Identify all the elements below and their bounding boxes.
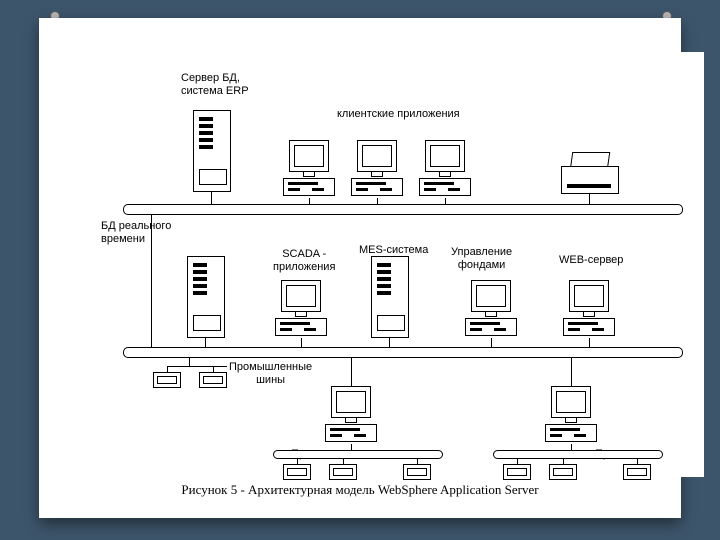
module-icon xyxy=(549,464,577,480)
label-rtdb: БД реальноговремени xyxy=(101,220,171,245)
bottom-bus-left xyxy=(273,450,443,459)
label-mes: MES-система xyxy=(359,244,428,257)
conn-line xyxy=(189,358,190,366)
mid-bus xyxy=(123,347,683,358)
top-bus xyxy=(123,204,683,215)
module-icon xyxy=(403,464,431,480)
module-icon xyxy=(503,464,531,480)
module-icon xyxy=(199,372,227,388)
architecture-diagram: Сервер БД,система ERP клиентские приложе… xyxy=(93,52,704,477)
label-industrial: Промышленныешины xyxy=(229,361,312,386)
conn-line xyxy=(167,366,227,367)
label-scada: SCADA -приложения xyxy=(273,248,335,273)
printer-icon xyxy=(561,152,619,194)
prom-pc-left-icon xyxy=(325,386,377,444)
module-icon xyxy=(153,372,181,388)
erp-server-icon xyxy=(193,110,231,192)
label-erp: Сервер БД,система ERP xyxy=(181,72,249,97)
scada-pc-icon xyxy=(275,280,327,338)
module-icon xyxy=(283,464,311,480)
figure-caption: Рисунок 5 - Архитектурная модель WebSphe… xyxy=(39,482,681,498)
conn-line xyxy=(571,358,572,386)
label-assets: Управлениефондами xyxy=(451,246,512,271)
module-icon xyxy=(329,464,357,480)
web-server-icon xyxy=(563,280,615,338)
conn-line xyxy=(151,215,152,347)
mes-server-icon xyxy=(371,256,409,338)
conn-line xyxy=(351,358,352,386)
paper-card: Сервер БД,система ERP клиентские приложе… xyxy=(39,18,681,518)
label-web: WEB-сервер xyxy=(559,254,623,267)
assets-pc-icon xyxy=(465,280,517,338)
prom-pc-right-icon xyxy=(545,386,597,444)
rtdb-server-icon xyxy=(187,256,225,338)
label-clients: клиентские приложения xyxy=(337,108,460,121)
client-pc-3-icon xyxy=(419,140,471,198)
client-pc-1-icon xyxy=(283,140,335,198)
bottom-bus-right xyxy=(493,450,663,459)
client-pc-2-icon xyxy=(351,140,403,198)
module-icon xyxy=(623,464,651,480)
